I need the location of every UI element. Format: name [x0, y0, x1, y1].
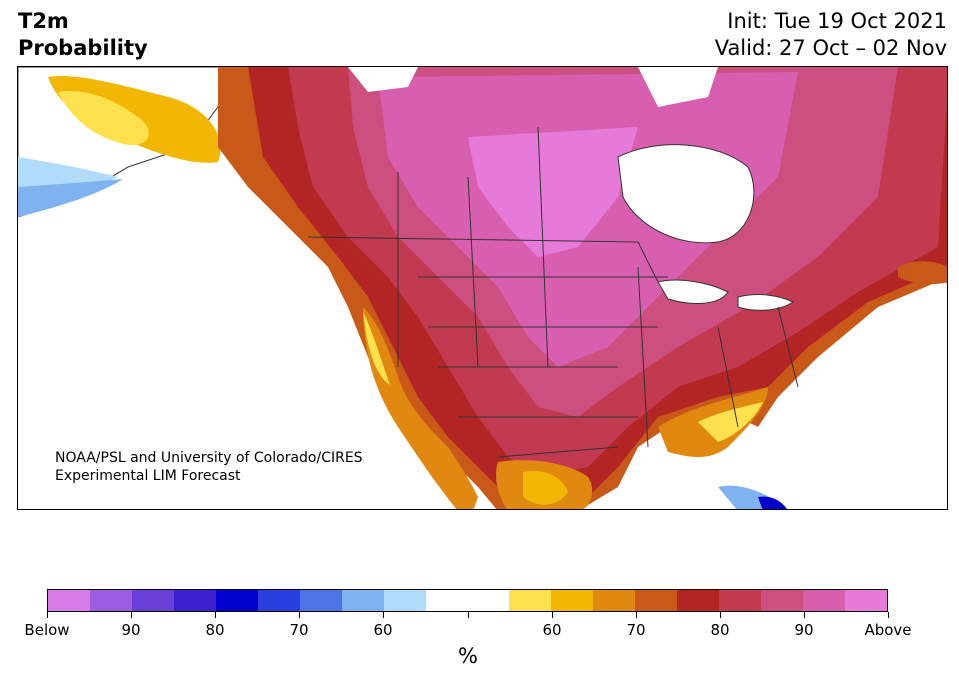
colorbar-segment — [299, 590, 342, 611]
colorbar-segment — [635, 590, 678, 611]
probability-map — [17, 66, 948, 510]
colorbar-segment — [845, 590, 888, 611]
colorbar-segment — [131, 590, 174, 611]
colorbar-segment — [509, 590, 552, 611]
colorbar-tick-label: 70 — [626, 621, 646, 639]
colorbar-tick-label: Above — [864, 621, 912, 639]
credit-line-2: Experimental LIM Forecast — [55, 468, 241, 484]
colorbar-segment — [677, 590, 720, 611]
colorbar-tick — [383, 612, 384, 618]
colorbar-tick — [888, 612, 889, 618]
data-credit: NOAA/PSL and University of Colorado/CIRE… — [55, 449, 363, 485]
colorbar-segment — [761, 590, 804, 611]
title-variable: T2m — [18, 9, 69, 33]
colorbar-segment — [48, 590, 90, 611]
colorbar-tick — [131, 612, 132, 618]
colorbar-tick — [636, 612, 637, 618]
colorbar-segment — [551, 590, 594, 611]
colorbar-unit: % — [458, 644, 478, 668]
colorbar-tick — [720, 612, 721, 618]
map-title: T2m Probability — [18, 8, 148, 62]
colorbar-segment — [383, 590, 426, 611]
colorbar-tick-label: 90 — [121, 621, 141, 639]
colorbar-tick-label: 60 — [373, 621, 393, 639]
hudson-bay — [617, 144, 755, 244]
title-metric: Probability — [18, 36, 148, 60]
colorbar-tick — [804, 612, 805, 618]
colorbar-segment — [215, 590, 258, 611]
colorbar-tick-label: 90 — [794, 621, 814, 639]
colorbar-segment — [719, 590, 762, 611]
valid-dates: Valid: 27 Oct – 02 Nov — [714, 36, 947, 60]
colorbar-segment — [89, 590, 132, 611]
colorbar-tick-label: 70 — [289, 621, 309, 639]
colorbar-tick — [299, 612, 300, 618]
colorbar-tick — [552, 612, 553, 618]
colorbar-segment — [341, 590, 384, 611]
colorbar-tick-label: Below — [24, 621, 70, 639]
colorbar-tick-label: 60 — [542, 621, 562, 639]
credit-line-1: NOAA/PSL and University of Colorado/CIRE… — [55, 450, 363, 466]
colorbar-tick — [468, 612, 469, 618]
forecast-dates: Init: Tue 19 Oct 2021 Valid: 27 Oct – 02… — [715, 8, 947, 62]
map-graphic — [18, 67, 947, 509]
colorbar-tick-label: 80 — [205, 621, 225, 639]
init-date: Init: Tue 19 Oct 2021 — [727, 9, 947, 33]
colorbar-segment — [803, 590, 846, 611]
colorbar-segment — [593, 590, 636, 611]
colorbar-tick-label: 80 — [710, 621, 730, 639]
colorbar-segment — [467, 590, 510, 611]
colorbar-segment — [425, 590, 468, 611]
colorbar-tick — [215, 612, 216, 618]
probability-colorbar — [47, 589, 888, 612]
colorbar-tick — [47, 612, 48, 618]
colorbar-segment — [257, 590, 300, 611]
colorbar-segment — [173, 590, 216, 611]
